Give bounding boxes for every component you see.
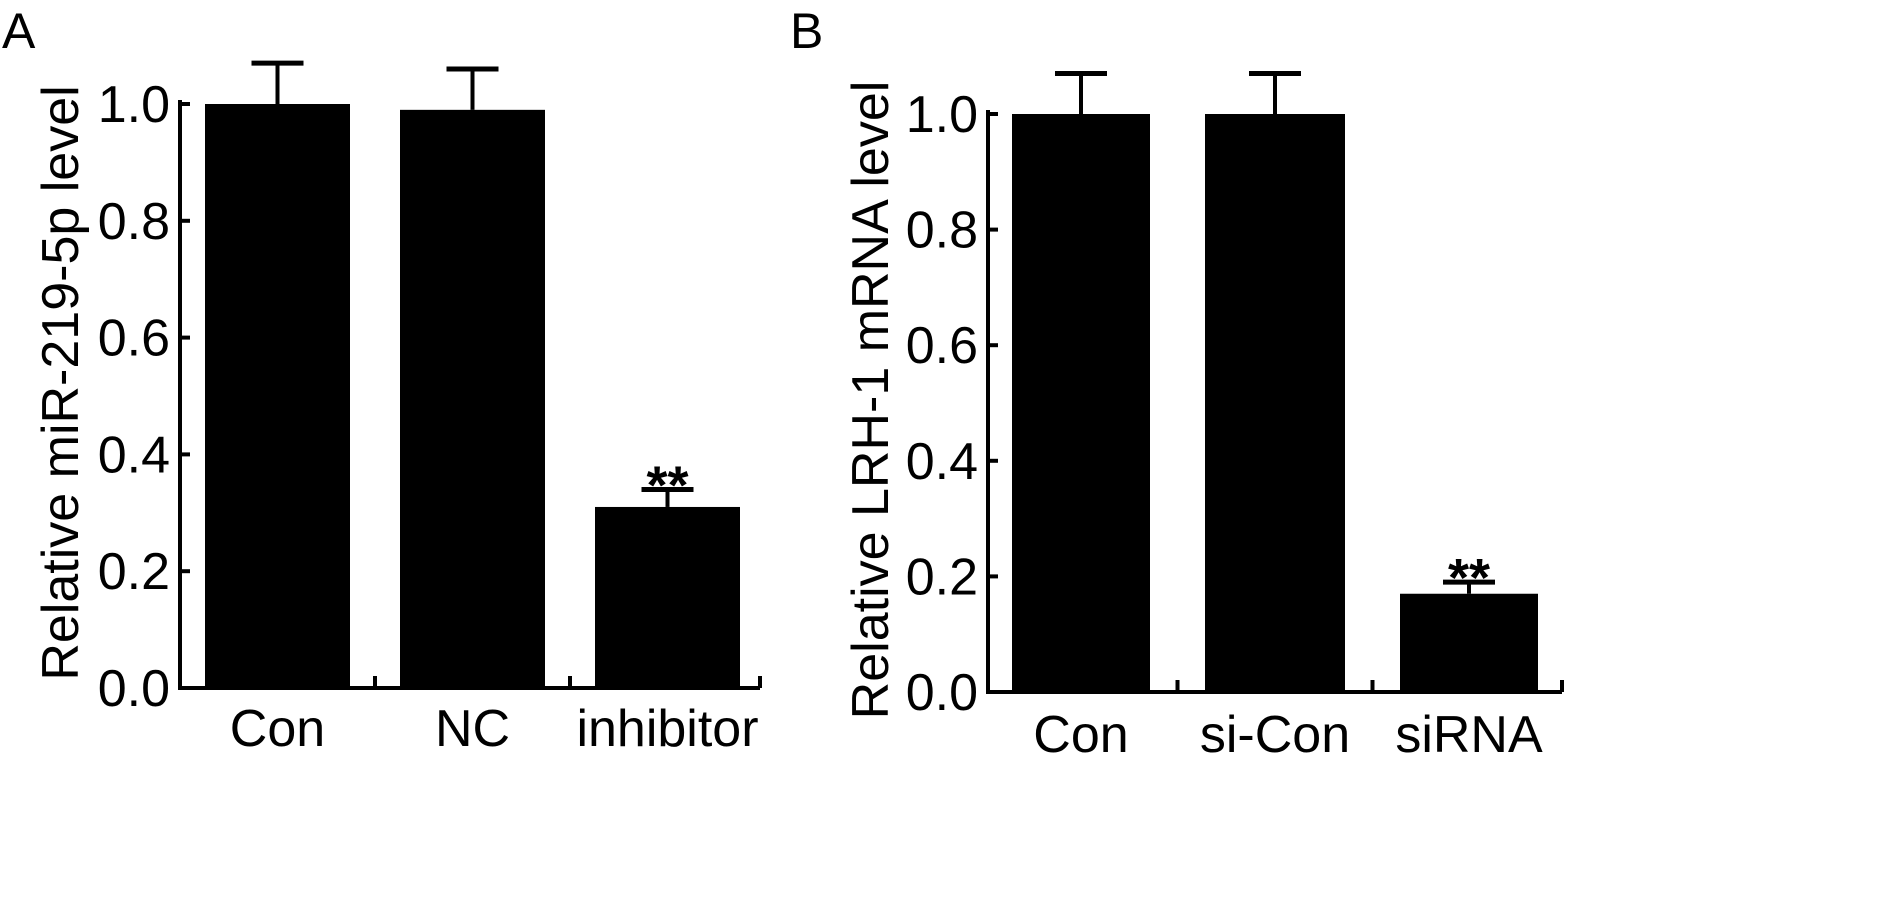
bar [1400, 593, 1538, 692]
bar [1205, 114, 1345, 692]
panel-b-y-axis-title: Relative LRH-1 mRNA level [842, 81, 900, 720]
bar [1012, 114, 1150, 692]
category-label: siRNA [1395, 706, 1543, 764]
y-tick-label: 0.0 [906, 664, 978, 722]
panel-b: B Relative LRH-1 mRNA level 0.0 0.2 0.4 0.6… [790, 3, 1564, 764]
category-label: Con [230, 700, 325, 758]
category-label: NC [435, 700, 510, 758]
y-tick-label: 0.2 [98, 543, 170, 601]
y-tick-label: 0.6 [906, 317, 978, 375]
bar [205, 104, 350, 688]
category-label: si-Con [1200, 706, 1350, 764]
y-tick-label: 0.6 [98, 310, 170, 368]
panel-a: A Relative miR-219-5p level 0.0 0.2 0.4 0.6… [2, 3, 762, 758]
y-tick-label: 1.0 [98, 76, 170, 134]
significance-label: ** [1448, 548, 1490, 608]
category-label: Con [1033, 706, 1128, 764]
y-tick-label: 0.8 [98, 193, 170, 251]
y-tick-label: 1.0 [906, 86, 978, 144]
y-tick-label: 0.0 [98, 660, 170, 718]
category-label: inhibitor [576, 700, 758, 758]
bar [595, 506, 740, 688]
panel-b-label: B [790, 3, 823, 59]
significance-label: ** [646, 455, 688, 515]
y-tick-label: 0.8 [906, 202, 978, 260]
panel-a-y-axis-title: Relative miR-219-5p level [32, 85, 90, 680]
bar [400, 109, 545, 689]
y-tick-label: 0.4 [98, 426, 170, 484]
panel-a-label: A [2, 3, 36, 59]
y-tick-label: 0.4 [906, 433, 978, 491]
y-tick-label: 0.2 [906, 548, 978, 606]
